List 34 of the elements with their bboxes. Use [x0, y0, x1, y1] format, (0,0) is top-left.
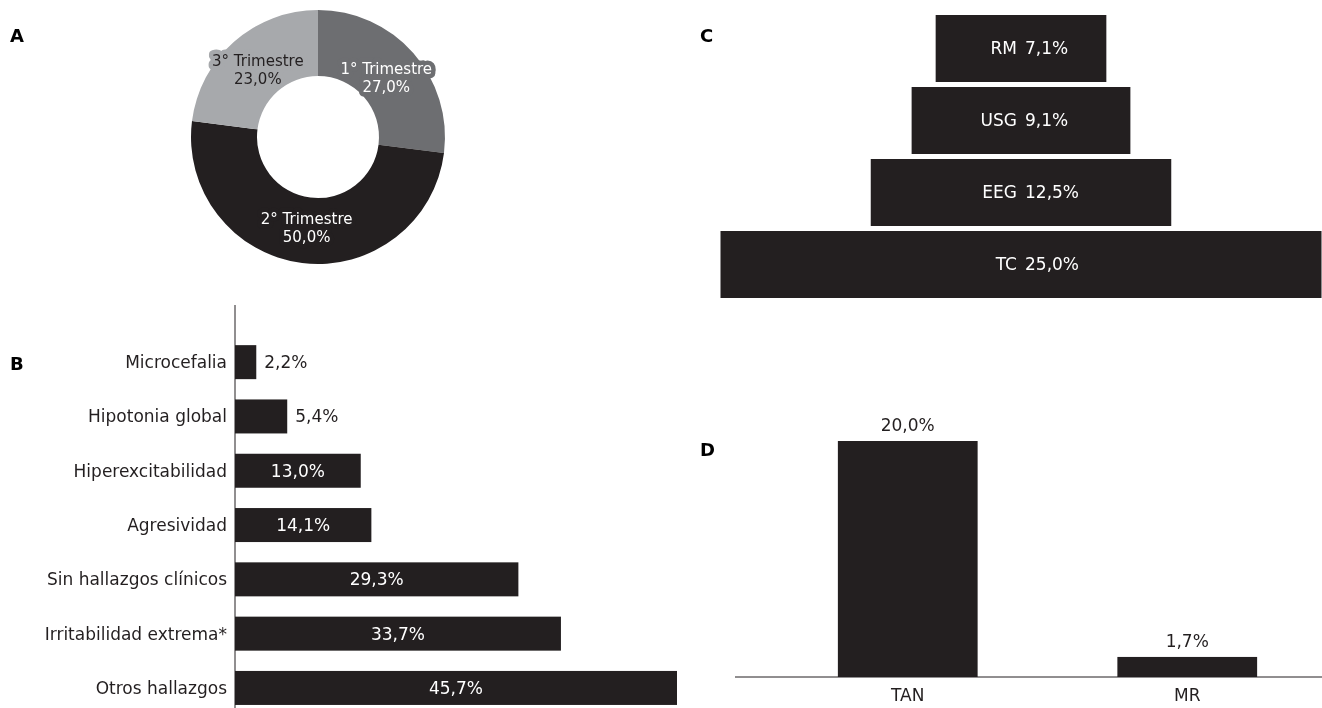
data-label: 45,7% — [428, 677, 484, 698]
data-label: 25,0% — [1025, 254, 1080, 275]
data-label: 9,1% — [1025, 110, 1069, 131]
data-label: 14,1% — [276, 515, 331, 535]
y-tick-label: Hiperexcitabilidad — [73, 460, 227, 481]
y-tick-label: Agresividad — [127, 515, 227, 535]
chart-title: D — [700, 439, 715, 460]
data-label: 29,3% — [349, 569, 404, 590]
text: B — [10, 353, 24, 374]
category-label: EEG — [982, 182, 1017, 203]
y-tick-label: Microcefalia — [125, 352, 227, 373]
x-tick-label: TAN — [890, 685, 925, 705]
data-label: 13,0% — [270, 460, 325, 481]
data-label: 33,7% — [370, 623, 425, 644]
category-label: TC — [994, 254, 1017, 275]
text: C — [700, 25, 714, 46]
y-tick-label: Sin hallazgos clínicos — [46, 569, 228, 590]
y-tick-label: Irritabilidad extrema* — [44, 623, 227, 644]
data-label: 7,1% — [1025, 38, 1069, 59]
x-tick-label: MR — [1174, 685, 1201, 705]
data-label: 23,0% — [233, 69, 282, 88]
data-label: 5,4% — [295, 406, 339, 427]
data-label: 50,0% — [282, 228, 331, 247]
data-label: 1,7% — [1165, 630, 1209, 651]
slice-label: 2° Trimestre — [260, 210, 353, 229]
category-label: USG — [980, 110, 1017, 131]
data-label: 20,0% — [880, 415, 935, 435]
data-label: 27,0% — [362, 77, 411, 96]
data-label: 12,5% — [1025, 182, 1080, 203]
y-tick-label: Otros hallazgos — [95, 677, 228, 698]
y-tick-label: Hipotonia global — [88, 406, 227, 427]
text: A — [10, 25, 24, 46]
category-label: RM — [990, 38, 1017, 59]
data-label: 2,2% — [264, 352, 308, 373]
